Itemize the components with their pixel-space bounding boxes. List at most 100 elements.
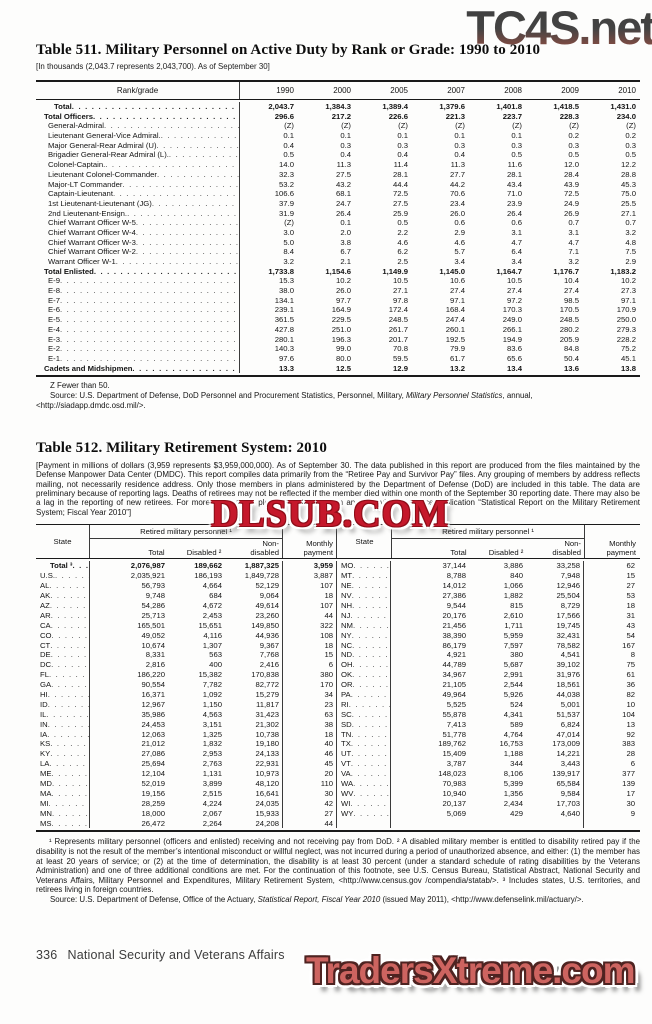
- value-cell: 12,063: [141, 729, 165, 739]
- value-cell: 3,959: [283, 561, 337, 572]
- rank-row: Lieutenant Colonel-Commander 32.3 27.5 28.1…: [36, 169, 640, 180]
- value-cell: 10: [626, 699, 635, 709]
- state-cell: NY: [337, 630, 391, 641]
- state-label: NM: [341, 620, 353, 630]
- value-cell: 1,887,325: [225, 561, 283, 572]
- value-cell: 11.3: [336, 160, 351, 170]
- value-cell: (Z): [341, 121, 351, 131]
- value-cell: 3.1: [568, 227, 579, 237]
- state-label: KS: [40, 739, 51, 749]
- value-cell: 139,917: [526, 769, 584, 779]
- value-cell: 70.8: [393, 344, 408, 354]
- value-cell: 1,188: [503, 749, 523, 759]
- value-cell: 25,694: [141, 759, 165, 769]
- value-cell: 1,431.0: [610, 102, 636, 111]
- value-cell: 0.3: [568, 140, 579, 150]
- value-cell: 31,976: [526, 670, 584, 681]
- value-cell: 2,434: [503, 798, 523, 808]
- state-cell: U.S.: [36, 571, 90, 582]
- value-cell: 2.5: [397, 257, 408, 266]
- value-cell: 18: [283, 640, 337, 651]
- dot-leader: [352, 650, 390, 660]
- value-cell: 1,832: [202, 739, 222, 749]
- value-cell: 27.4: [564, 286, 579, 296]
- table-512-headnote: [Payment in millions of dollars (3,959 r…: [36, 460, 640, 517]
- total-column-header: Total: [148, 548, 165, 558]
- rank-label-cell: Total Officers: [36, 111, 240, 122]
- value-cell: 5.0: [283, 237, 294, 247]
- state-cell: PA: [337, 689, 391, 700]
- value-cell: 28,259: [141, 798, 165, 808]
- value-cell: 0.4: [283, 140, 294, 150]
- value-cell: 86,179: [442, 640, 466, 650]
- value-cell: 1,711: [504, 620, 523, 630]
- rank-row: Brigadier General-Rear Admiral (L). 0.5 0.…: [36, 150, 640, 161]
- retired-personnel-spanner: Retired military personnel ¹: [392, 525, 584, 540]
- value-cell: 140.3: [274, 344, 294, 354]
- value-cell: 97.1: [621, 295, 636, 305]
- value-cell: 10.6: [450, 276, 465, 286]
- value-cell: 2.9: [625, 257, 636, 266]
- state-cell: TN: [337, 729, 391, 740]
- rank-label: E-3: [48, 334, 60, 344]
- dot-leader: [55, 571, 89, 581]
- value-cell: 9,584: [526, 788, 584, 799]
- rank-label-cell: Total Enlisted: [36, 266, 240, 277]
- value-cell: 21,302: [225, 719, 283, 730]
- value-cell: 1,379.6: [439, 102, 465, 111]
- value-cell: 37,144: [442, 561, 466, 571]
- dot-leader: [353, 789, 390, 799]
- state-cell: KY: [36, 749, 90, 760]
- state-cell: NC: [337, 640, 391, 651]
- table-512-header-row: State Retired military personnel ¹ Total…: [36, 525, 640, 560]
- value-cell: 2,067: [202, 808, 222, 818]
- state-label: WA: [341, 778, 354, 788]
- value-cell: 0.4: [454, 150, 465, 160]
- state-label: MO: [341, 561, 354, 571]
- value-cell: 170.3: [502, 305, 522, 315]
- rank-row: Colonel-Captain. 14.0 11.3 11.4 11.3 11.6 12.0…: [36, 160, 640, 170]
- value-cell: 380: [283, 670, 337, 681]
- value-cell: 13.8: [621, 363, 636, 373]
- value-cell: 0.6: [454, 218, 465, 228]
- state-label: NJ: [341, 610, 351, 620]
- value-cell: 0.4: [397, 150, 408, 160]
- value-cell: 9,748: [145, 591, 165, 601]
- state-label: DE: [40, 650, 51, 660]
- rank-label: Brigadier General-Rear Admiral (L).: [48, 150, 169, 160]
- state-label: DC: [40, 660, 52, 670]
- rank-row: E-4 427.8 251.0 261.7 260.1 266.1 280.2 279.3: [36, 324, 640, 335]
- retired-personnel-group: Retired military personnel ¹ Total Disab…: [90, 525, 283, 559]
- value-cell: 53.2: [279, 179, 294, 189]
- source-text: Source: U.S. Department of Defense, DoD …: [50, 391, 406, 401]
- value-cell: 55,878: [442, 709, 466, 719]
- value-cell: 0.5: [625, 150, 636, 160]
- value-cell: 37.9: [279, 198, 294, 208]
- state-label: RI: [341, 699, 349, 709]
- rank-label-cell: E-6: [36, 305, 240, 316]
- value-cell: [526, 818, 584, 829]
- rank-label: Major-LT Commander: [48, 179, 123, 189]
- value-cell: 189,762: [438, 739, 466, 749]
- value-cell: 11.4: [393, 160, 408, 170]
- value-cell: 15: [626, 571, 635, 581]
- state-cell: MA: [36, 788, 90, 799]
- dot-leader: [351, 749, 390, 759]
- value-cell: 4,764: [503, 729, 523, 739]
- value-cell: 4,116: [203, 630, 222, 640]
- dot-leader: [52, 789, 89, 799]
- dot-leader: [132, 364, 239, 374]
- value-cell: 8: [630, 650, 635, 660]
- value-cell: 7.5: [625, 247, 636, 257]
- state-label: IL: [40, 709, 47, 719]
- value-cell: 10.4: [564, 276, 579, 286]
- value-cell: 44: [283, 610, 337, 621]
- edition-line: U.S. Census Bureau, Statistical Abstract…: [363, 965, 638, 975]
- rank-label: Lieutenant Colonel-Commander: [48, 169, 157, 179]
